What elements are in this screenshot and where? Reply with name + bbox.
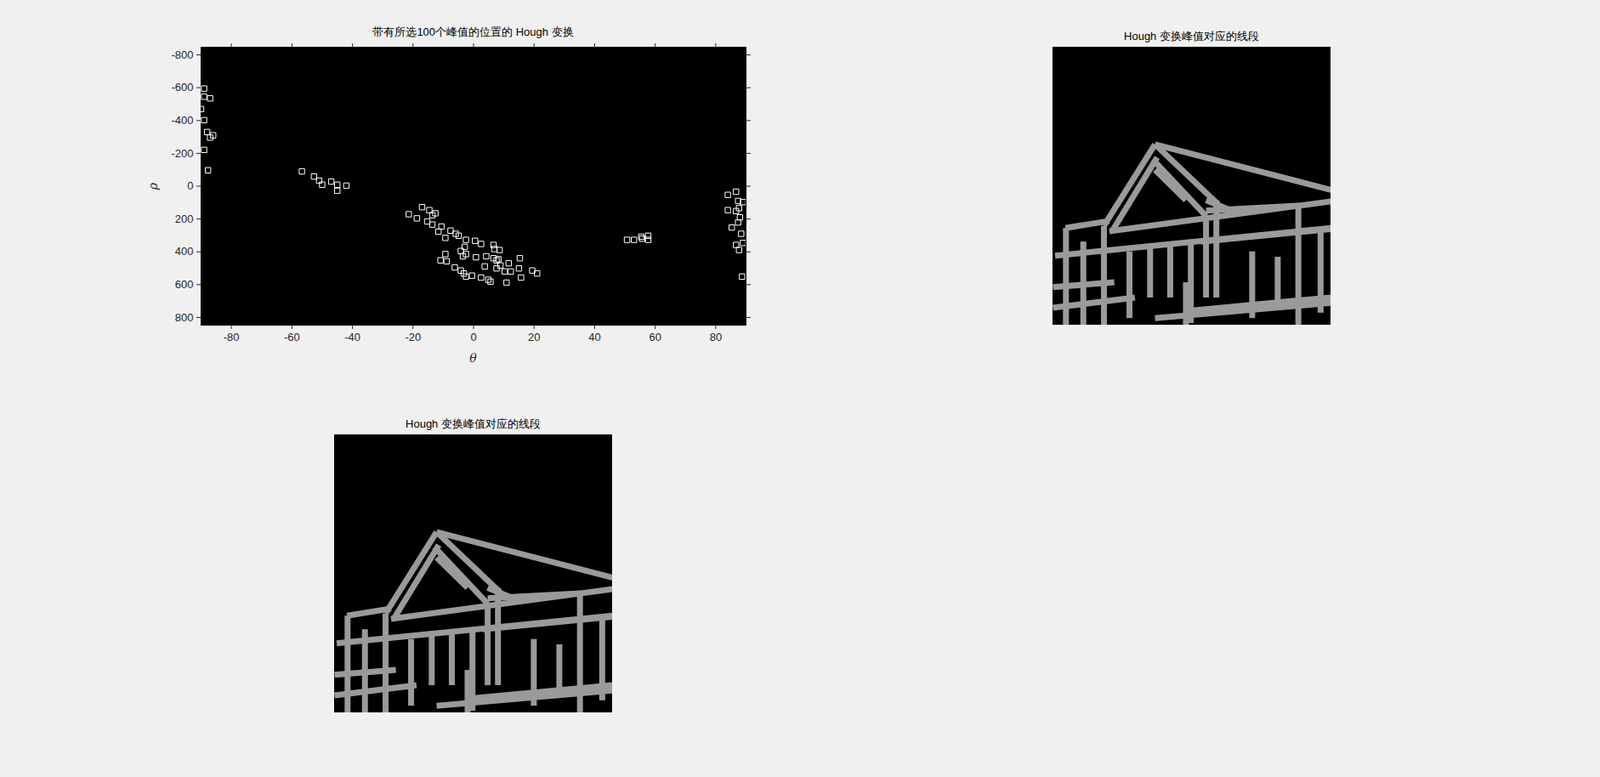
- svg-text:40: 40: [588, 330, 601, 344]
- svg-text:0: 0: [470, 330, 477, 344]
- html-text:Hough 变换峰值对应的线段: Hough 变换峰值对应的线段: [1123, 29, 1260, 43]
- svg-text:-200: -200: [170, 147, 193, 160]
- svg-text:600: 600: [175, 278, 194, 291]
- svg-text:60: 60: [648, 330, 661, 344]
- svg-text:-800: -800: [170, 48, 193, 62]
- svg-text:20: 20: [527, 330, 540, 344]
- html-text:θ: θ: [469, 351, 477, 365]
- svg-text:80: 80: [709, 330, 722, 344]
- svg-text:-400: -400: [170, 113, 193, 127]
- html-text:ρ: ρ: [146, 182, 160, 190]
- svg-text:200: 200: [175, 212, 194, 226]
- svg-text:400: 400: [175, 244, 194, 258]
- svg-text:-60: -60: [283, 330, 301, 344]
- svg-text:800: 800: [175, 311, 194, 324]
- svg-text:-80: -80: [223, 330, 240, 344]
- svg-text:-40: -40: [344, 330, 361, 344]
- html-text:Hough 变换峰值对应的线段: Hough 变换峰值对应的线段: [405, 417, 541, 431]
- svg-text:0: 0: [187, 179, 193, 193]
- svg-text:-20: -20: [404, 330, 421, 344]
- svg-text:-600: -600: [170, 80, 193, 94]
- html-text:带有所选100个峰值的位置的 Hough 变换: 带有所选100个峰值的位置的 Hough 变换: [372, 25, 574, 39]
